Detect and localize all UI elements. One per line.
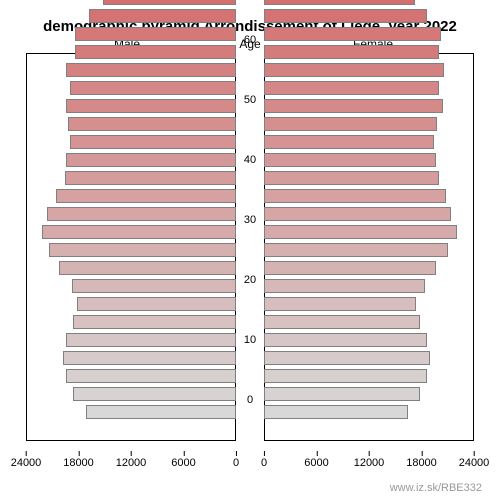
- male-bar: [49, 243, 236, 257]
- male-bar: [59, 261, 236, 275]
- female-bar: [264, 153, 436, 167]
- female-bar: [264, 99, 443, 113]
- x-tick-label: 0: [261, 457, 267, 469]
- male-bar: [70, 135, 236, 149]
- female-bar: [264, 189, 446, 203]
- male-panel: 24000180001200060000: [26, 53, 236, 441]
- male-bar: [73, 387, 236, 401]
- age-tick-label: 0: [236, 394, 264, 406]
- male-bar: [103, 0, 236, 5]
- x-tick-mark: [474, 451, 475, 456]
- male-bar: [66, 369, 236, 383]
- female-bar: [264, 135, 434, 149]
- x-tick-label: 6000: [304, 457, 328, 469]
- female-bar: [264, 261, 436, 275]
- x-tick-label: 24000: [11, 457, 42, 469]
- x-tick-label: 12000: [116, 457, 147, 469]
- female-bar: [264, 243, 448, 257]
- female-bar: [264, 81, 439, 95]
- x-tick-mark: [236, 451, 237, 456]
- x-tick-mark: [26, 451, 27, 456]
- female-bar: [264, 117, 437, 131]
- female-bar: [264, 171, 439, 185]
- male-bar: [86, 405, 237, 419]
- x-tick-mark: [131, 451, 132, 456]
- male-bar: [73, 315, 236, 329]
- x-tick-label: 12000: [354, 457, 385, 469]
- age-tick-label: 10: [236, 334, 264, 346]
- female-bar: [264, 405, 408, 419]
- male-bar: [66, 63, 236, 77]
- female-bar: [264, 63, 444, 77]
- male-bar: [72, 279, 237, 293]
- female-bar: [264, 297, 416, 311]
- x-tick-label: 6000: [171, 457, 195, 469]
- x-tick-mark: [183, 451, 184, 456]
- female-panel: 24000180001200060000: [264, 53, 474, 441]
- x-tick-label: 24000: [459, 457, 490, 469]
- x-tick-mark: [79, 451, 80, 456]
- male-bar: [63, 351, 236, 365]
- female-bar: [264, 315, 420, 329]
- male-bar: [89, 9, 236, 23]
- male-bar: [75, 45, 236, 59]
- x-tick-label: 18000: [63, 457, 94, 469]
- x-tick-mark: [264, 451, 265, 456]
- male-bar: [66, 153, 236, 167]
- female-bar: [264, 45, 439, 59]
- x-tick-mark: [316, 451, 317, 456]
- female-bar: [264, 27, 441, 41]
- female-bar: [264, 333, 427, 347]
- x-tick-mark: [369, 451, 370, 456]
- male-bar: [66, 99, 236, 113]
- female-bar: [264, 369, 427, 383]
- age-tick-label: 50: [236, 94, 264, 106]
- male-bar: [70, 81, 236, 95]
- male-bar: [47, 207, 236, 221]
- male-bar: [75, 27, 236, 41]
- female-bar: [264, 387, 420, 401]
- male-bar: [68, 117, 236, 131]
- age-tick-label: 40: [236, 154, 264, 166]
- x-tick-label: 18000: [406, 457, 437, 469]
- male-bar: [42, 225, 236, 239]
- chart-area: 24000180001200060000 0102030405060708090…: [15, 53, 485, 441]
- female-bar: [264, 279, 425, 293]
- female-bar: [264, 207, 451, 221]
- male-bar: [77, 297, 236, 311]
- age-tick-label: 20: [236, 274, 264, 286]
- female-bar: [264, 0, 415, 5]
- female-bar: [264, 351, 430, 365]
- male-bar: [56, 189, 236, 203]
- x-tick-label: 0: [233, 457, 239, 469]
- pyramid-chart-container: demographic pyramid Arrondissement of Li…: [0, 0, 500, 500]
- age-axis: 0102030405060708090: [236, 53, 264, 441]
- female-bar: [264, 225, 457, 239]
- male-bar: [66, 333, 236, 347]
- male-bar: [65, 171, 237, 185]
- age-tick-label: 60: [236, 34, 264, 46]
- female-bar: [264, 9, 427, 23]
- x-tick-mark: [422, 451, 423, 456]
- age-tick-label: 30: [236, 214, 264, 226]
- watermark-text: www.iz.sk/RBE332: [390, 482, 482, 494]
